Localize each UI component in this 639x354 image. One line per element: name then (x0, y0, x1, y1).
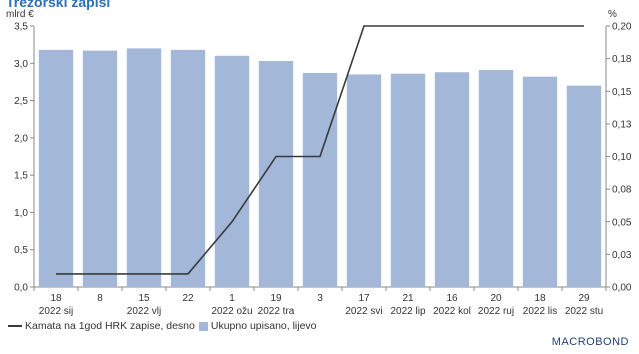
x-tick-label-month: 2022 ruj (478, 306, 514, 317)
bar-series (38, 48, 602, 288)
x-tick-label-day: 21 (402, 293, 414, 304)
x-tick-label-day: 15 (138, 293, 150, 304)
bar (390, 73, 426, 288)
x-tick-label-day: 18 (534, 293, 546, 304)
bar (82, 50, 118, 288)
x-tick-label-day: 29 (578, 293, 590, 304)
bar (522, 76, 558, 287)
line-series (56, 25, 584, 275)
right-tick-label: 0,10 (612, 152, 632, 163)
legend-label-total: Ukupno upisano, lijevo (210, 320, 317, 332)
legend-line-swatch (8, 325, 22, 327)
right-tick-label: 0,03 (612, 250, 632, 261)
legend: Kamata na 1god HRK zapise, desno Ukupno … (8, 320, 321, 332)
x-tick-label-month: 2022 lis (523, 306, 557, 317)
right-tick-label: 0,00 (612, 283, 632, 294)
x-tick-label-month: 2022 lip (390, 306, 425, 317)
x-tick-label-month: 2022 vlj (127, 306, 161, 317)
x-tick-label-month: 2022 ožu (211, 306, 252, 317)
x-tick-label-day: 16 (446, 293, 458, 304)
right-tick-label: 0,08 (612, 185, 632, 196)
legend-label-rate: Kamata na 1god HRK zapise, desno (25, 320, 195, 332)
left-tick-label: 2,0 (14, 133, 28, 144)
chart-title: Trezorski zapisi (6, 0, 111, 10)
x-tick-label-day: 22 (182, 293, 194, 304)
x-tick-label-day: 8 (97, 293, 103, 304)
bar (302, 72, 338, 287)
right-tick-label: 0,20 (612, 22, 632, 33)
x-tick-label-month: 2022 svi (345, 306, 382, 317)
x-tick-label-month: 2022 kol (433, 306, 471, 317)
x-tick-label-day: 1 (229, 293, 235, 304)
bar (478, 69, 514, 287)
macrobond-logo: MACROBOND (551, 336, 629, 348)
x-tick-label-month: 2022 stu (565, 306, 603, 317)
legend-item-rate: Kamata na 1god HRK zapise, desno (8, 320, 195, 332)
x-tick-label-day: 3 (317, 293, 323, 304)
bar (38, 49, 74, 288)
left-tick-label: 1,5 (14, 171, 28, 182)
x-tick-label-month: 2022 sij (39, 306, 73, 317)
right-tick-label: 0,13 (612, 119, 632, 130)
x-tick-label-day: 18 (50, 293, 62, 304)
x-tick-label-day: 17 (358, 293, 370, 304)
left-tick-label: 2,5 (14, 96, 28, 107)
bar (170, 49, 206, 288)
legend-bar-swatch (198, 321, 208, 331)
x-tick-label-day: 20 (490, 293, 502, 304)
left-tick-label: 0,5 (14, 245, 28, 256)
rate-line (56, 25, 584, 275)
left-tick-label: 0,0 (14, 283, 28, 294)
right-axis-unit: % (608, 9, 617, 20)
bar (214, 55, 250, 288)
bar (126, 48, 162, 287)
left-axis-unit: mlrd € (6, 9, 34, 20)
axis-labels: 0,0 0,5 1,0 1,5 2,0 2,5 3,0 3,5 0,00 0,03 0,05 0,08… (14, 22, 632, 318)
right-tick-label: 0,18 (612, 54, 632, 65)
left-tick-label: 3,5 (14, 22, 28, 33)
bar (566, 85, 602, 288)
x-tick-label-day: 19 (270, 293, 282, 304)
left-tick-label: 1,0 (14, 208, 28, 219)
x-tick-label-month: 2022 tra (258, 306, 295, 317)
left-tick-label: 3,0 (14, 59, 28, 70)
right-tick-label: 0,15 (612, 87, 632, 98)
right-tick-label: 0,05 (612, 217, 632, 228)
bar (346, 74, 382, 287)
bar (434, 72, 470, 287)
legend-item-total: Ukupno upisano, lijevo (198, 320, 317, 332)
